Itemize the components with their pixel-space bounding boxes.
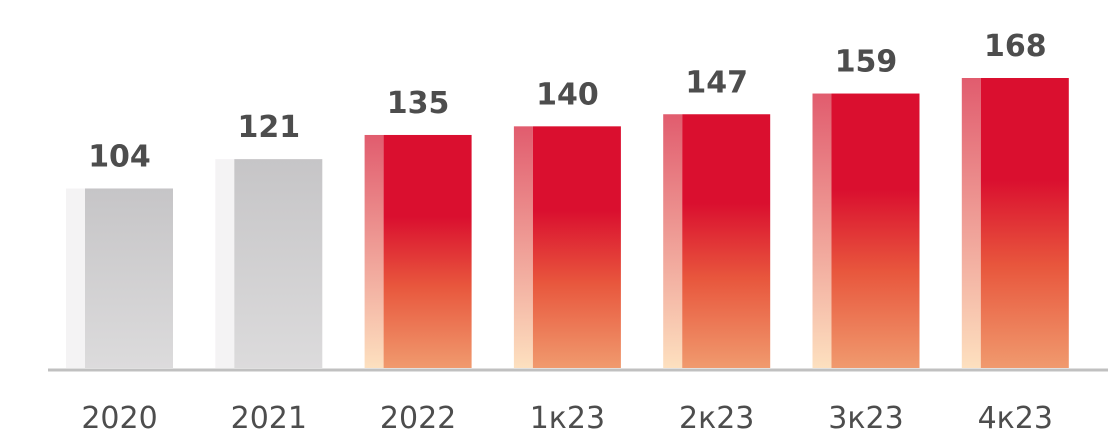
- bar-2к23: [663, 114, 771, 368]
- bar-2021: [215, 159, 323, 368]
- x-tick-label: 2020: [81, 401, 157, 436]
- data-label: 159: [835, 45, 898, 80]
- bar-4к23: [961, 78, 1069, 368]
- bar-body: [85, 188, 173, 368]
- bar-side-strip: [215, 159, 235, 368]
- bar-2022: [364, 134, 472, 368]
- x-tick-label: 2021: [231, 401, 307, 436]
- bar-body: [682, 114, 771, 368]
- bar-body: [532, 126, 621, 368]
- bar-side-strip: [663, 114, 683, 368]
- data-label: 147: [685, 65, 748, 100]
- bar-1к23: [513, 126, 621, 368]
- data-label: 140: [536, 77, 599, 112]
- data-label: 168: [984, 29, 1047, 64]
- x-tick-label: 2022: [380, 401, 456, 436]
- data-label: 121: [237, 110, 300, 145]
- bar-side-strip: [812, 93, 832, 369]
- labels-layer: 104 2020 121 2021 135 2022 140 1к23 147 2к23 159 3к…: [81, 29, 1053, 436]
- data-label: 135: [387, 86, 450, 121]
- bar-side-strip: [961, 78, 981, 368]
- bar-side-strip: [66, 188, 85, 368]
- bar-2020: [66, 188, 173, 368]
- bar-body: [383, 134, 472, 368]
- bar-body: [831, 93, 920, 369]
- bar-body: [980, 78, 1069, 368]
- bar-body: [234, 159, 323, 368]
- bars-layer: [66, 78, 1069, 369]
- data-label: 104: [88, 139, 151, 174]
- x-tick-label: 3к23: [828, 401, 903, 436]
- x-tick-label: 1к23: [530, 401, 605, 436]
- bar-3к23: [812, 93, 920, 369]
- x-tick-label: 2к23: [679, 401, 754, 436]
- bar-side-strip: [364, 134, 384, 368]
- bar-side-strip: [513, 126, 533, 368]
- x-tick-label: 4к23: [978, 401, 1053, 436]
